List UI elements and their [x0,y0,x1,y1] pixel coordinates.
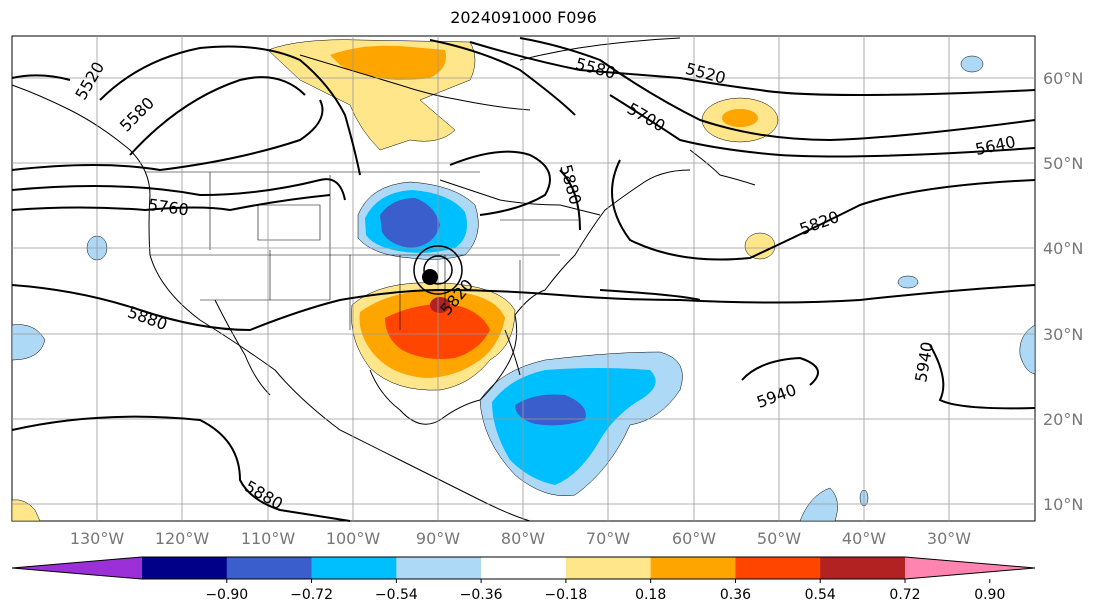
colorbar-tick-label: −0.18 [544,587,587,603]
colorbar-extend-low [12,557,142,579]
lon-label: 50°W [757,529,801,548]
colorbar-cell [396,557,482,579]
positive-anomaly-shading [11,39,779,522]
colorbar-outline [11,556,1036,580]
lon-label: 130°W [70,529,125,548]
negative-anomaly-shading [11,55,1036,522]
map-title: 2024091000 F096 [450,8,597,27]
colorbar-tick-label: −0.90 [205,587,248,603]
colorbar-tick-label: 0.72 [889,587,920,603]
colorbar-tick-label: 0.36 [720,587,751,603]
low-center-marker [413,245,463,295]
coastlines [11,37,756,522]
lon-label: 30°W [927,529,971,548]
map-panel: 5520 5580 5580 5520 5700 5640 5880 5760 … [11,35,1083,548]
latitude-labels: 60°N 50°N 40°N 30°N 20°N 10°N [1043,69,1083,514]
longitude-labels: 130°W 120°W 110°W 100°W 90°W 80°W 70°W 6… [70,529,971,548]
colorbar-cell [565,557,652,579]
lon-label: 70°W [586,529,630,548]
colorbar-tick-label: 0.90 [974,587,1005,603]
lat-label: 60°N [1043,69,1083,88]
colorbar-extend-high [905,557,1035,579]
colorbar-tick-label: 0.18 [635,587,666,603]
colorbar-tick-label: 0.54 [805,587,836,603]
colorbar-cell [311,557,397,579]
colorbar-cell [735,557,821,579]
colorbar-tick-label: −0.54 [375,587,418,603]
colorbar-cell [226,557,313,579]
lon-label: 40°W [842,529,886,548]
lat-label: 50°N [1043,154,1083,173]
lon-label: 90°W [416,529,460,548]
height-contours [11,37,1036,522]
lon-label: 60°W [672,529,716,548]
colorbar-cell [142,557,228,579]
lon-label: 110°W [241,529,296,548]
lat-label: 40°N [1043,239,1083,258]
colorbar: −0.90 −0.72 −0.54 −0.36 −0.18 0.18 0.36 0.54 0.7… [11,556,1036,603]
colorbar-tick-label: −0.36 [460,587,503,603]
colorbar-cell [481,557,567,579]
colorbar-cell [820,557,906,579]
lat-label: 20°N [1043,410,1083,429]
lat-label: 30°N [1043,325,1083,344]
lon-label: 80°W [501,529,545,548]
political-borders [145,171,580,330]
colorbar-cell [650,557,736,579]
colorbar-tick-label: −0.72 [290,587,333,603]
lon-label: 100°W [326,529,381,548]
lat-label: 10°N [1043,495,1083,514]
lon-label: 120°W [155,529,210,548]
